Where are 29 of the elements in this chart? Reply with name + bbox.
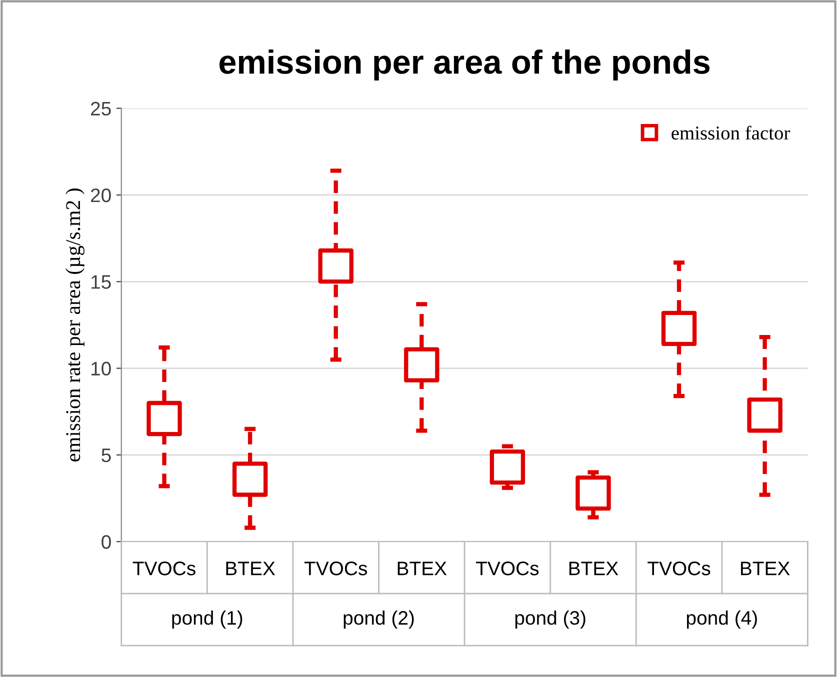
point [661, 310, 697, 346]
chart-title: emission per area of the ponds [220, 49, 710, 81]
point [318, 248, 354, 284]
x-tick-label: TVOCs [648, 562, 710, 576]
text: pond (3) [515, 610, 586, 629]
x-tick-label: BTEX [569, 562, 618, 576]
y-tick-label: 25 [90, 102, 111, 116]
y-tick-label: 0 [102, 535, 111, 549]
y-tick-label: 15 [92, 275, 111, 289]
point [404, 347, 440, 382]
x-tick-label: BTEX [398, 562, 447, 576]
text: pond (2) [344, 610, 414, 629]
x-tick-label: BTEX [226, 562, 276, 576]
x-tick-label: TVOCs [132, 562, 196, 576]
x-tick-label: TVOCs [304, 562, 368, 576]
point [146, 400, 182, 436]
point [747, 397, 782, 433]
point [576, 475, 611, 511]
x-tick-label: BTEX [741, 562, 790, 576]
x-tick-label: TVOCs [476, 562, 539, 576]
y-tick-label: 20 [90, 188, 111, 202]
legend-label: emission factor [672, 126, 790, 140]
y-axis-title: emission rate per area (µg/s.m2 ) [66, 188, 84, 462]
point [490, 449, 526, 485]
text: pond (4) [686, 610, 757, 629]
y-tick-label: 5 [102, 448, 111, 462]
point [232, 462, 268, 497]
text: pond (1) [172, 610, 242, 629]
y-tick-label: 10 [92, 362, 111, 376]
